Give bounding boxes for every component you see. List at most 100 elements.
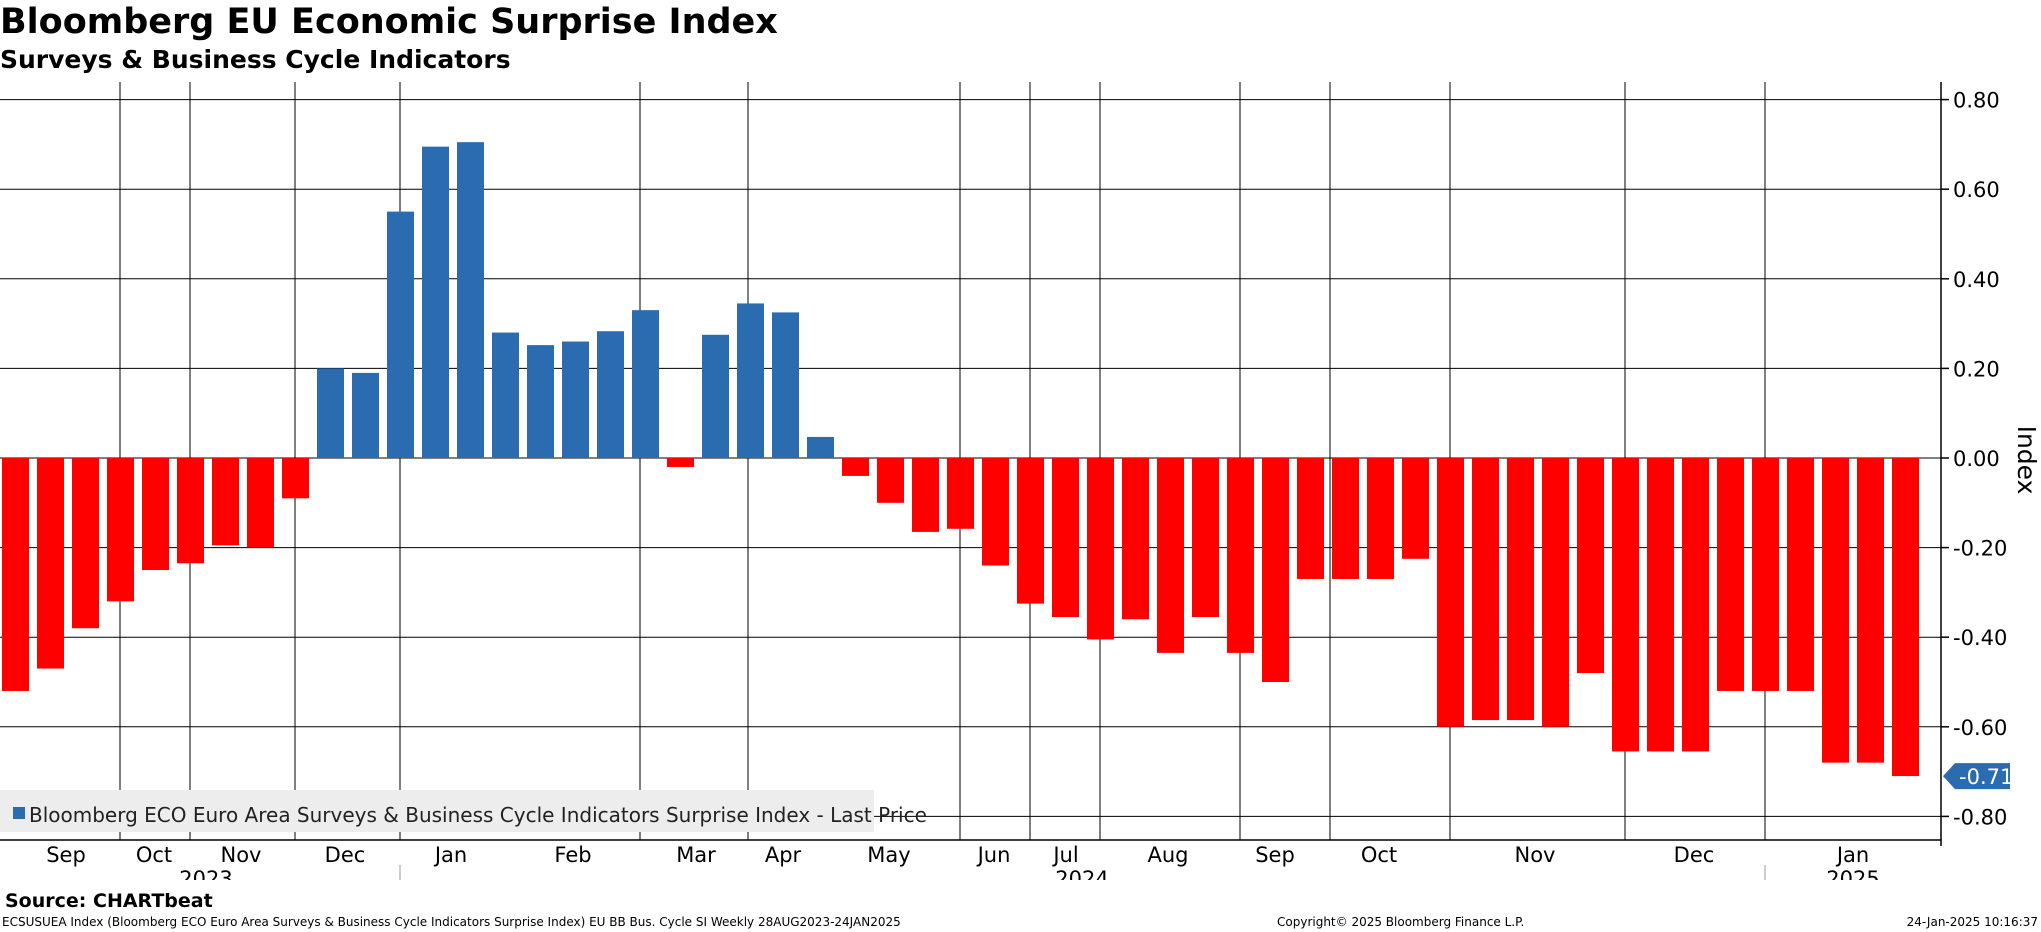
x-month-label: Jan — [1835, 843, 1869, 867]
legend-swatch — [13, 807, 25, 819]
bar — [1297, 458, 1324, 579]
bar — [177, 458, 204, 564]
bar — [1157, 458, 1184, 653]
x-month-label: Jul — [1051, 843, 1078, 867]
bar — [1822, 458, 1849, 763]
bar — [1682, 458, 1709, 752]
x-month-label: Jan — [433, 843, 467, 867]
bar — [1367, 458, 1394, 579]
bar — [1087, 458, 1114, 640]
bar — [1752, 458, 1779, 691]
bar — [1507, 458, 1534, 721]
bar — [247, 458, 274, 548]
source-note: Source: CHARTbeat — [5, 890, 213, 912]
bar — [1647, 458, 1674, 752]
y-axis-label: Index — [2012, 426, 2041, 495]
x-month-label: Oct — [136, 843, 172, 867]
legend-background — [0, 790, 874, 832]
x-month-label: Apr — [765, 843, 802, 867]
x-year-label: 2024 — [1055, 867, 1108, 880]
bar — [737, 303, 764, 458]
bar — [1577, 458, 1604, 674]
bar — [772, 312, 799, 458]
bar — [1052, 458, 1079, 618]
bar — [387, 211, 414, 458]
bar — [1472, 458, 1499, 721]
bar — [37, 458, 64, 669]
bar — [1017, 458, 1044, 604]
bar — [1122, 458, 1149, 620]
y-tick-label: 0.40 — [1953, 268, 2000, 292]
bar — [317, 368, 344, 458]
y-tick-label: -0.80 — [1953, 805, 2007, 829]
footer-copyright: Copyright© 2025 Bloomberg Finance L.P. — [1277, 915, 1525, 929]
bar — [877, 458, 904, 503]
footer-timestamp: 24-Jan-2025 10:16:37 — [1906, 915, 2038, 929]
chart-subtitle: Surveys & Business Cycle Indicators — [0, 45, 511, 74]
x-month-label: Sep — [1255, 843, 1295, 867]
bar — [597, 331, 624, 458]
x-month-label: Oct — [1361, 843, 1397, 867]
x-month-label: Dec — [1674, 843, 1715, 867]
bar — [562, 341, 589, 458]
bar — [1437, 458, 1464, 727]
bar — [1787, 458, 1814, 691]
last-price-box — [1943, 763, 2010, 790]
y-tick-label: -0.20 — [1953, 537, 2007, 561]
bar — [982, 458, 1009, 566]
x-month-label: Nov — [221, 843, 262, 867]
bar — [107, 458, 134, 602]
chart-title: Bloomberg EU Economic Surprise Index — [0, 2, 778, 42]
y-tick-label: -0.40 — [1953, 626, 2007, 650]
bar — [912, 458, 939, 532]
y-tick-label: 0.20 — [1953, 357, 2000, 381]
bar — [1542, 458, 1569, 727]
bar — [1612, 458, 1639, 752]
y-tick-label: -0.60 — [1953, 716, 2007, 740]
y-tick-label: 0.00 — [1953, 447, 2000, 471]
bar — [1717, 458, 1744, 691]
bar — [527, 345, 554, 458]
x-year-label: 2025 — [1826, 867, 1879, 880]
bar — [1332, 458, 1359, 579]
bar-chart: 0.80 0.60 0.40 0.20 0.00 -0.20 -0.40 -0.60 -0.80… — [0, 82, 2041, 880]
x-year-label: 2023 — [179, 867, 232, 880]
bar — [1892, 458, 1919, 777]
bar — [352, 372, 379, 458]
y-axis-ticks: 0.80 0.60 0.40 0.20 0.00 -0.20 -0.40 -0.60 -0.80 — [1941, 89, 2007, 829]
bar — [702, 334, 729, 458]
bar — [632, 310, 659, 458]
x-month-label: Sep — [46, 843, 86, 867]
bar — [1192, 458, 1219, 618]
bars — [2, 142, 1919, 777]
x-axis-labels: Sep Oct Nov Dec Jan Feb Mar Apr May Jun Jul Aug Sep O… — [46, 843, 1880, 880]
bar — [807, 436, 834, 458]
bar — [282, 458, 309, 499]
bar — [212, 458, 239, 546]
last-price-label: -0.71 — [1959, 765, 2013, 789]
x-month-label: Mar — [676, 843, 716, 867]
x-month-label: Feb — [554, 843, 591, 867]
x-month-label: Aug — [1147, 843, 1188, 867]
footer-description: ECSUSUEA Index (Bloomberg ECO Euro Area … — [2, 915, 901, 929]
x-month-label: Jun — [976, 843, 1011, 867]
bar — [947, 458, 974, 529]
bar — [667, 458, 694, 467]
bar — [842, 458, 869, 476]
x-month-label: May — [867, 843, 910, 867]
bar — [1402, 458, 1429, 559]
x-month-label: Nov — [1515, 843, 1556, 867]
bar — [422, 146, 449, 458]
x-month-label: Dec — [325, 843, 366, 867]
bar — [1227, 458, 1254, 653]
bar — [2, 458, 29, 691]
legend: Bloomberg ECO Euro Area Surveys & Busine… — [0, 790, 927, 832]
bar — [142, 458, 169, 570]
bar — [72, 458, 99, 629]
bar — [457, 142, 484, 458]
y-tick-label: 0.80 — [1953, 89, 2000, 113]
bar — [1857, 458, 1884, 763]
bar — [1262, 458, 1289, 682]
bar — [492, 332, 519, 458]
last-price-marker: -0.71 — [1943, 763, 2013, 790]
